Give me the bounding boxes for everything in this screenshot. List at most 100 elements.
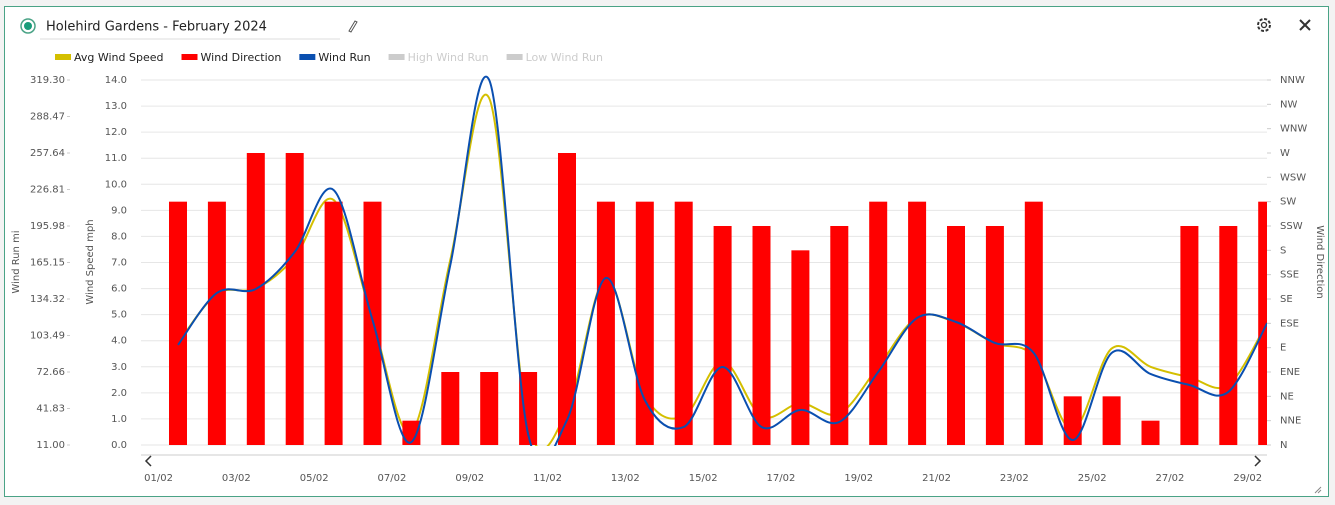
legend-swatch bbox=[388, 54, 405, 60]
y-tick-label: 10.0 bbox=[105, 179, 127, 190]
y-tick-label: 8.0 bbox=[111, 231, 127, 242]
x-tick-label: 21/02 bbox=[922, 473, 951, 484]
y2-tick-label: S bbox=[1280, 245, 1286, 256]
legend-swatch bbox=[299, 54, 316, 60]
bar bbox=[1063, 396, 1082, 445]
bar bbox=[402, 420, 421, 445]
y-tick-label: 5.0 bbox=[111, 310, 127, 321]
legend-swatch bbox=[55, 54, 71, 60]
y2-tick-label: NNE bbox=[1280, 416, 1301, 427]
line bbox=[177, 75, 1267, 446]
legend-item[interactable]: High Wind Run bbox=[388, 51, 489, 64]
bar bbox=[246, 153, 265, 445]
y2-tick-label: ENE bbox=[1280, 367, 1300, 378]
settings-icon[interactable] bbox=[1257, 18, 1271, 32]
bar bbox=[985, 226, 1004, 445]
plot-area bbox=[169, 75, 1267, 446]
bar bbox=[207, 201, 226, 445]
close-icon[interactable] bbox=[1299, 19, 1311, 31]
status-icon[interactable] bbox=[20, 18, 36, 34]
x-tick-label: 03/02 bbox=[222, 473, 251, 484]
x-tick-label: 17/02 bbox=[767, 473, 796, 484]
bar bbox=[1141, 420, 1160, 445]
legend-item[interactable]: Avg Wind Speed bbox=[55, 51, 164, 64]
bar bbox=[908, 201, 927, 445]
y2-tick-label: NW bbox=[1280, 99, 1297, 110]
y2-tick-label: SW bbox=[1280, 197, 1296, 208]
legend-label: Wind Direction bbox=[201, 51, 282, 64]
y2-tick-label: SSW bbox=[1280, 221, 1303, 232]
bar bbox=[830, 226, 849, 445]
y3-tick-label: 165.15 bbox=[30, 258, 65, 269]
legend-label: Low Wind Run bbox=[526, 51, 603, 64]
y3-tick-label: 288.47 bbox=[30, 112, 65, 123]
y2-tick-label: W bbox=[1280, 148, 1290, 159]
bar bbox=[1102, 396, 1121, 445]
x-tick-label: 15/02 bbox=[689, 473, 718, 484]
bar bbox=[1024, 201, 1043, 445]
bar bbox=[285, 153, 304, 445]
y-tick-label: 9.0 bbox=[111, 205, 127, 216]
legend-label: High Wind Run bbox=[408, 51, 489, 64]
y2-tick-label: E bbox=[1280, 343, 1286, 354]
legend-swatch bbox=[506, 54, 523, 60]
bar bbox=[324, 201, 343, 445]
y2-tick-label: NNW bbox=[1280, 75, 1305, 86]
legend-item[interactable]: Wind Run bbox=[299, 51, 371, 64]
x-tick-label: 19/02 bbox=[844, 473, 873, 484]
y-tick-label: 12.0 bbox=[105, 127, 127, 138]
edit-icon[interactable] bbox=[348, 20, 358, 33]
scroll-right[interactable] bbox=[1254, 455, 1262, 467]
y2-tick-label: NE bbox=[1280, 391, 1294, 402]
bar bbox=[635, 201, 654, 445]
bar bbox=[791, 250, 810, 445]
x-tick-label: 09/02 bbox=[455, 473, 484, 484]
y2-tick-label: ESE bbox=[1280, 318, 1299, 329]
y-tick-label: 7.0 bbox=[111, 258, 127, 269]
bar bbox=[1258, 201, 1267, 445]
x-tick-label: 29/02 bbox=[1233, 473, 1262, 484]
x-tick-label: 05/02 bbox=[300, 473, 329, 484]
bar bbox=[441, 372, 460, 445]
y2-tick-label: SE bbox=[1280, 294, 1293, 305]
legend-item[interactable]: Low Wind Run bbox=[506, 51, 603, 64]
bar bbox=[947, 226, 965, 445]
chart-title[interactable]: Holehird Gardens - February 2024 bbox=[46, 20, 267, 35]
x-tick-label: 13/02 bbox=[611, 473, 640, 484]
resize-handle[interactable] bbox=[1314, 486, 1322, 494]
y3-tick-label: 319.30 bbox=[30, 75, 65, 86]
bar bbox=[596, 201, 615, 445]
y3-tick-label: 195.98 bbox=[30, 221, 65, 232]
y-tick-label: 2.0 bbox=[111, 388, 127, 399]
x-tick-label: 07/02 bbox=[378, 473, 407, 484]
legend-item[interactable]: Wind Direction bbox=[181, 51, 282, 64]
y2-tick-label: WNW bbox=[1280, 124, 1307, 135]
bar bbox=[713, 226, 732, 445]
y3-tick-label: 41.83 bbox=[36, 404, 65, 415]
y3-tick-label: 226.81 bbox=[30, 185, 65, 196]
y3-tick-label: 72.66 bbox=[36, 367, 65, 378]
bar bbox=[752, 226, 771, 445]
x-tick-label: 11/02 bbox=[533, 473, 562, 484]
y-tick-label: 1.0 bbox=[111, 414, 127, 425]
x-tick-label: 25/02 bbox=[1078, 473, 1107, 484]
scroll-left[interactable] bbox=[144, 455, 152, 467]
bar bbox=[558, 153, 576, 445]
y3-tick-label: 257.64 bbox=[30, 148, 65, 159]
y-tick-label: 11.0 bbox=[105, 153, 127, 164]
y-tick-label: 4.0 bbox=[111, 336, 127, 347]
bar bbox=[480, 372, 499, 445]
y3-tick-label: 11.00 bbox=[36, 440, 65, 451]
x-tick-label: 01/02 bbox=[144, 473, 173, 484]
status-dot bbox=[24, 22, 32, 30]
bar bbox=[519, 372, 538, 445]
y2-tick-label: WSW bbox=[1280, 172, 1306, 183]
y-tick-label: 0.0 bbox=[111, 440, 127, 451]
y2-tick-label: N bbox=[1280, 440, 1287, 451]
y-axis-title: Wind Speed mph bbox=[85, 219, 96, 304]
legend-label: Avg Wind Speed bbox=[74, 51, 164, 64]
legend-swatch bbox=[181, 54, 198, 60]
bar bbox=[1180, 226, 1199, 445]
legend-label: Wind Run bbox=[318, 51, 370, 64]
